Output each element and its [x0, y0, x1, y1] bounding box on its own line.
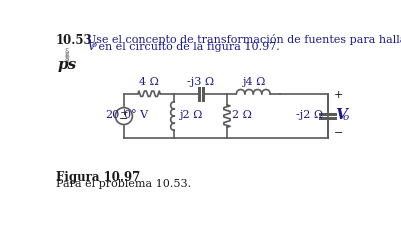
Text: −: − — [333, 128, 342, 138]
Text: Figura 10.97: Figura 10.97 — [55, 171, 140, 184]
Text: o: o — [342, 113, 348, 122]
Text: §: § — [65, 55, 69, 64]
Text: 20: 20 — [105, 110, 119, 120]
Text: ps: ps — [57, 58, 77, 72]
Text: 0° V: 0° V — [124, 110, 148, 120]
Text: V: V — [87, 42, 95, 52]
Text: −: − — [119, 114, 128, 125]
Text: 4 Ω: 4 Ω — [139, 77, 159, 87]
Text: 10.53: 10.53 — [55, 34, 92, 47]
Text: +: + — [333, 90, 342, 100]
Circle shape — [115, 108, 132, 125]
Text: +: + — [119, 108, 128, 117]
Text: j4 Ω: j4 Ω — [241, 77, 264, 87]
Text: §: § — [65, 47, 69, 57]
Text: Use el concepto de transformación de fuentes para hallar: Use el concepto de transformación de fue… — [87, 34, 401, 45]
Text: V: V — [334, 107, 346, 121]
Text: 2 Ω: 2 Ω — [231, 110, 251, 120]
Text: o: o — [92, 41, 97, 49]
Text: en el circuito de la figura 10.97.: en el circuito de la figura 10.97. — [95, 42, 279, 52]
Text: -j3 Ω: -j3 Ω — [186, 77, 214, 87]
Text: j2 Ω: j2 Ω — [178, 110, 202, 120]
Text: §: § — [65, 51, 69, 61]
Text: -j2 Ω: -j2 Ω — [295, 110, 322, 120]
Text: Para el problema 10.53.: Para el problema 10.53. — [55, 179, 190, 189]
